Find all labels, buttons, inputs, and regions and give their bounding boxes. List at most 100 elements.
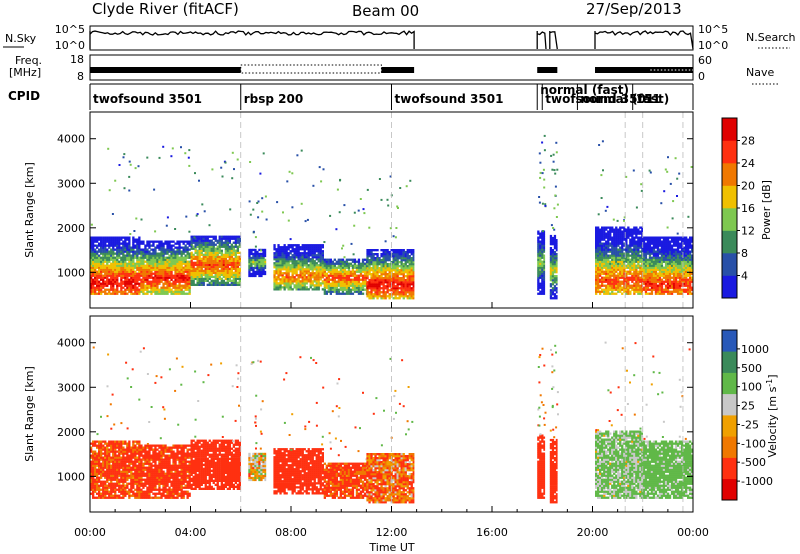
- data-cell: [277, 268, 280, 271]
- data-speck: [551, 168, 554, 171]
- data-cell: [372, 289, 375, 292]
- data-cell: [363, 266, 367, 269]
- data-cell: [380, 259, 383, 262]
- data-cell: [118, 260, 121, 263]
- data-cell: [279, 268, 282, 271]
- cpid-segment-label: normal (fast): [540, 83, 629, 97]
- data-cell: [551, 257, 555, 260]
- data-cell: [311, 252, 314, 255]
- data-cell: [378, 283, 381, 286]
- data-cell: [654, 286, 658, 289]
- data-cell: [228, 267, 231, 270]
- data-cell: [138, 276, 141, 279]
- data-cell: [144, 268, 147, 271]
- data-cell: [672, 276, 676, 279]
- data-cell: [410, 259, 413, 262]
- data-cell: [236, 269, 239, 272]
- data-cell: [637, 244, 640, 247]
- data-cell: [652, 282, 656, 285]
- data-cell: [196, 283, 199, 286]
- data-cell: [607, 262, 610, 265]
- data-cell: [376, 291, 379, 294]
- data-cell: [611, 266, 614, 269]
- data-cell: [339, 288, 342, 291]
- data-cell: [152, 280, 155, 283]
- freq-label-line1: Freq.: [15, 54, 42, 67]
- data-cell: [178, 268, 181, 271]
- data-cell: [92, 240, 95, 243]
- data-cell: [347, 276, 351, 279]
- data-cell: [224, 283, 227, 286]
- data-cell: [287, 264, 290, 267]
- data-cell: [90, 288, 93, 291]
- data-speck: [343, 204, 346, 207]
- data-cell: [666, 252, 670, 255]
- data-cell: [353, 260, 357, 263]
- data-cell: [190, 277, 193, 280]
- data-cell: [631, 234, 634, 237]
- data-cell: [144, 288, 147, 291]
- data-cell: [289, 244, 292, 247]
- data-cell: [650, 284, 654, 287]
- data-cell: [234, 243, 237, 246]
- data-cell: [363, 276, 367, 279]
- data-cell: [347, 282, 351, 285]
- data-cell: [613, 230, 616, 233]
- data-cell: [178, 250, 181, 253]
- data-cell: [126, 262, 129, 265]
- data-cell: [122, 290, 125, 293]
- data-cell: [110, 282, 113, 285]
- data-cell: [410, 265, 413, 268]
- data-cell: [410, 297, 413, 300]
- data-cell: [134, 264, 137, 267]
- data-cell: [666, 262, 670, 265]
- data-cell: [359, 268, 363, 271]
- data-cell: [321, 258, 324, 261]
- data-cell: [315, 286, 318, 289]
- data-speck: [249, 213, 252, 216]
- data-cell: [319, 244, 322, 247]
- data-cell: [90, 256, 93, 259]
- data-cell: [319, 272, 322, 275]
- data-cell: [170, 284, 173, 287]
- data-cell: [200, 279, 203, 282]
- data-cell: [224, 253, 227, 256]
- data-cell: [321, 282, 324, 285]
- cpid-strip: CPID twofsound 3501 rbsp 200 twofsound 350…: [8, 83, 694, 110]
- data-cell: [144, 274, 147, 277]
- data-cell: [333, 290, 336, 293]
- data-cell: [633, 230, 636, 233]
- data-cell: [537, 248, 540, 251]
- data-cell: [603, 272, 606, 275]
- data-cell: [154, 246, 157, 249]
- data-cell: [619, 290, 622, 293]
- data-cell: [212, 279, 215, 282]
- data-cell: [617, 252, 620, 255]
- data-cell: [90, 246, 93, 249]
- data-speck: [174, 228, 177, 230]
- data-cell: [668, 286, 672, 289]
- data-cell: [186, 268, 189, 271]
- data-cell: [92, 286, 95, 289]
- data-cell: [202, 283, 205, 286]
- data-cell: [639, 288, 642, 291]
- data-cell: [106, 250, 109, 253]
- data-cell: [412, 265, 415, 268]
- data-cell: [120, 284, 123, 287]
- data-cell: [208, 277, 211, 280]
- data-cell: [644, 286, 648, 289]
- data-cell: [166, 282, 169, 285]
- data-cell: [339, 272, 342, 275]
- data-cell: [303, 262, 306, 265]
- data-cell: [366, 263, 369, 266]
- data-cell: [186, 242, 189, 245]
- data-cell: [126, 288, 129, 291]
- data-cell: [303, 280, 306, 283]
- data-cell: [262, 266, 265, 270]
- data-cell: [208, 271, 211, 274]
- data-cell: [202, 237, 205, 240]
- data-cell: [394, 277, 397, 280]
- data-cell: [652, 262, 656, 265]
- data-cell: [349, 278, 353, 281]
- data-cell: [106, 260, 109, 263]
